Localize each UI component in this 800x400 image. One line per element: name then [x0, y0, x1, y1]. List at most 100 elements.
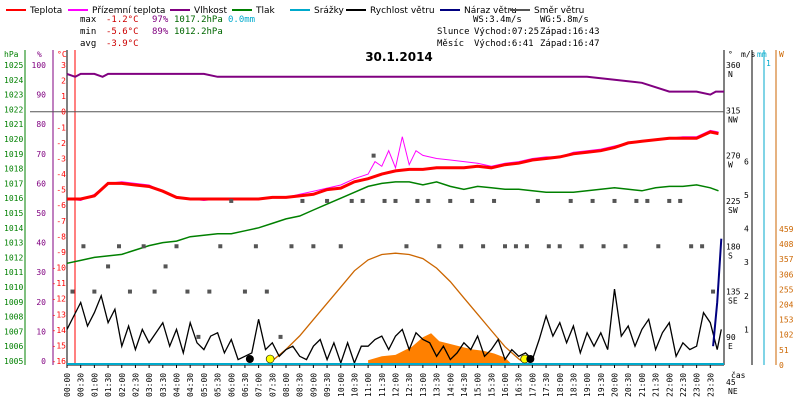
x-tick-label: 00:30 [77, 373, 86, 397]
temperature-tick: -11 [52, 279, 67, 288]
moonrise-marker [245, 355, 254, 363]
pressure-tick: 1006 [4, 342, 23, 351]
x-tick-label: 02:30 [131, 373, 140, 397]
temperature-tick: -10 [52, 264, 67, 273]
pressure-tick: 1022 [4, 105, 23, 114]
stat-min-label: min [80, 27, 96, 37]
pressure-tick: 1020 [4, 135, 23, 144]
wind-direction-point [656, 244, 661, 249]
pressure-tick: 1008 [4, 313, 23, 322]
series-line-pressure [66, 181, 719, 265]
x-tick-label: 01:00 [90, 373, 99, 397]
x-tick-label: 14:00 [446, 373, 455, 397]
temperature-tick: 0 [61, 108, 66, 117]
x-tick-label: 15:30 [487, 373, 496, 397]
sun-rise: Východ:07:25 [474, 27, 539, 37]
temperature-tick: 1 [61, 92, 66, 101]
x-tick-label: 19:00 [583, 373, 592, 397]
stat-min-hum: 89% [152, 27, 169, 37]
direction-tick-label: SE [728, 297, 738, 306]
humidity-tick: 10 [36, 327, 46, 336]
wind-direction-point [196, 334, 201, 339]
plot-area [66, 72, 724, 366]
temperature-tick: -14 [52, 326, 67, 335]
stats-block: max -1.2°C 97% 1017.2hPa 0.0mm min -5.6°… [80, 15, 600, 49]
direction-tick: 360 [726, 61, 741, 70]
direction-tick: 315 [726, 106, 741, 115]
wind-direction-point [325, 198, 330, 203]
wind-direction-point [612, 198, 617, 203]
humidity-tick: 0 [41, 357, 46, 366]
x-tick-label: 22:30 [679, 373, 688, 397]
pressure-tick: 1015 [4, 209, 23, 218]
wind-direction-point [404, 244, 409, 249]
x-tick-label: 10:30 [350, 373, 359, 397]
wind-direction-point [481, 244, 486, 249]
stat-max-rain: 0.0mm [228, 15, 255, 25]
humidity-tick: 40 [36, 239, 46, 248]
x-tick-label: 03:00 [145, 373, 154, 397]
pressure-tick: 1005 [4, 357, 23, 366]
direction-tick-label: NE [728, 387, 738, 396]
x-tick-label: 16:30 [515, 373, 524, 397]
x-tick-label: 08:30 [296, 373, 305, 397]
direction-tick-label: N [728, 70, 733, 79]
solar-tick: 204 [779, 301, 794, 310]
wind-direction-point [218, 244, 223, 249]
x-tick-label: 07:00 [255, 373, 264, 397]
x-tick-label: 20:00 [611, 373, 620, 397]
legend-label: Rychlost větru [370, 6, 435, 16]
wind-direction-point [106, 264, 111, 269]
stat-max-press: 1017.2hPa [174, 15, 223, 25]
humidity-tick: 50 [36, 209, 46, 218]
x-tick-label: 15:00 [474, 373, 483, 397]
wind-direction-point [289, 244, 294, 249]
solar-tick: 357 [779, 255, 794, 264]
solar-tick: 0 [779, 361, 784, 370]
moonset-marker [526, 355, 535, 363]
x-axis-ticks: 00:00 00:30 01:00 01:30 02:00 02:30 03:00 03:30… [63, 365, 715, 397]
wind-direction-point [360, 198, 365, 203]
pressure-tick: 1024 [4, 76, 23, 85]
wind-direction-point [253, 244, 258, 249]
rain-tick: 1 [766, 59, 771, 68]
x-tick-label: 06:00 [227, 373, 236, 397]
wind-direction-point [127, 289, 132, 294]
direction-tick-label: E [728, 342, 733, 351]
humidity-tick: 30 [36, 268, 46, 277]
wind-ws: WS:3.4m/s [473, 15, 522, 25]
pressure-tick: 1017 [4, 179, 23, 188]
temperature-tick: -12 [52, 295, 67, 304]
temperature-tick: -13 [52, 310, 67, 319]
x-tick-label: 11:00 [364, 373, 373, 397]
rain-axis-unit: mm [757, 50, 767, 59]
x-tick-label: 12:00 [392, 373, 401, 397]
pressure-tick: 1009 [4, 298, 23, 307]
direction-tick-label: W [728, 161, 733, 170]
moon-label: Měsíc [437, 39, 464, 49]
direction-tick: 270 [726, 152, 741, 161]
humidity-tick: 100 [32, 61, 47, 70]
pressure-tick: 1007 [4, 327, 23, 336]
pressure-tick: 1021 [4, 120, 23, 129]
x-tick-label: 05:00 [200, 373, 209, 397]
wind-axis-unit: m/s [741, 50, 756, 59]
wind-direction-point [667, 198, 672, 203]
temperature-axis-unit: °C [57, 50, 67, 59]
x-tick-label: 03:30 [159, 373, 168, 397]
x-tick-label: 09:00 [309, 373, 318, 397]
legend-label: Směr větru [534, 6, 584, 16]
wind-direction-point [393, 198, 398, 203]
chart-title: 30.1.2014 [365, 50, 433, 64]
temperature-tick: -1 [56, 123, 66, 132]
temperature-tick: 3 [61, 61, 66, 70]
wind-direction-point [492, 198, 497, 203]
x-tick-label: 20:30 [624, 373, 633, 397]
moon-rise: Východ:6:41 [474, 39, 534, 49]
temperature-tick: -6 [56, 201, 66, 210]
wind-direction-point [711, 289, 716, 294]
solar-tick: 255 [779, 285, 794, 294]
pressure-tick: 1011 [4, 268, 23, 277]
x-tick-label: 01:30 [104, 373, 113, 397]
humidity-axis-unit: % [37, 50, 42, 59]
